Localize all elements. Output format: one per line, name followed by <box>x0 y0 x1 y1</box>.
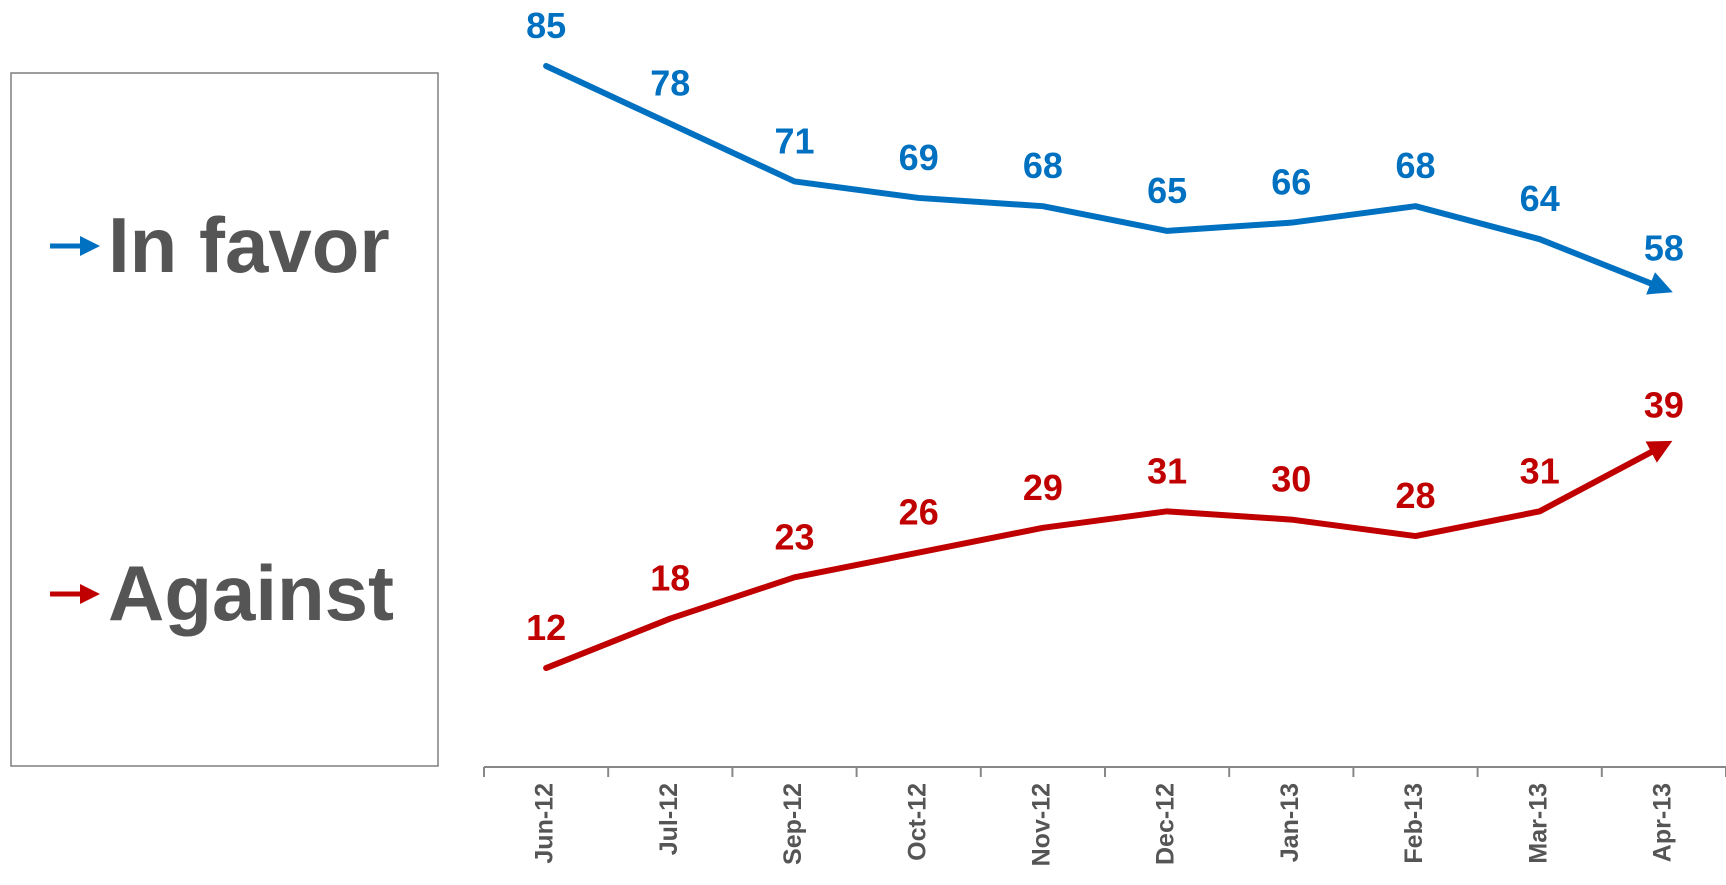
x-tick-label: Mar-13 <box>1524 783 1552 864</box>
x-tick-label: Jun-12 <box>531 783 559 864</box>
data-label: 31 <box>1147 450 1187 491</box>
data-label: 68 <box>1395 145 1435 186</box>
data-label: 29 <box>1023 467 1063 508</box>
data-label: 39 <box>1644 384 1684 425</box>
data-label: 65 <box>1147 170 1187 211</box>
x-tick-label: Jul-12 <box>655 783 683 855</box>
x-tick-label: Jan-13 <box>1276 783 1304 862</box>
data-label: 64 <box>1520 178 1560 219</box>
data-label: 26 <box>899 492 939 533</box>
legend-label: In favor <box>108 201 390 289</box>
data-label: 66 <box>1271 162 1311 203</box>
series-line <box>543 62 1673 295</box>
x-tick-label: Oct-12 <box>903 783 931 861</box>
data-label: 28 <box>1395 475 1435 516</box>
x-tick-label: Nov-12 <box>1028 783 1056 866</box>
data-label: 69 <box>899 137 939 178</box>
data-label: 58 <box>1644 228 1684 269</box>
data-label: 71 <box>774 120 814 161</box>
data-label: 23 <box>774 516 814 557</box>
data-label: 78 <box>650 63 690 104</box>
data-label: 18 <box>650 558 690 599</box>
data-label: 85 <box>526 5 566 46</box>
series-line <box>543 440 1673 672</box>
data-label: 68 <box>1023 145 1063 186</box>
x-tick-label: Dec-12 <box>1152 783 1180 865</box>
data-label: 31 <box>1520 450 1560 491</box>
x-tick-label: Feb-13 <box>1400 783 1428 864</box>
x-tick-label: Apr-13 <box>1649 783 1677 862</box>
data-label: 12 <box>526 607 566 648</box>
data-label: 30 <box>1271 459 1311 500</box>
x-tick-label: Sep-12 <box>779 783 807 865</box>
legend-label: Against <box>108 549 394 637</box>
legend-box <box>10 72 439 767</box>
